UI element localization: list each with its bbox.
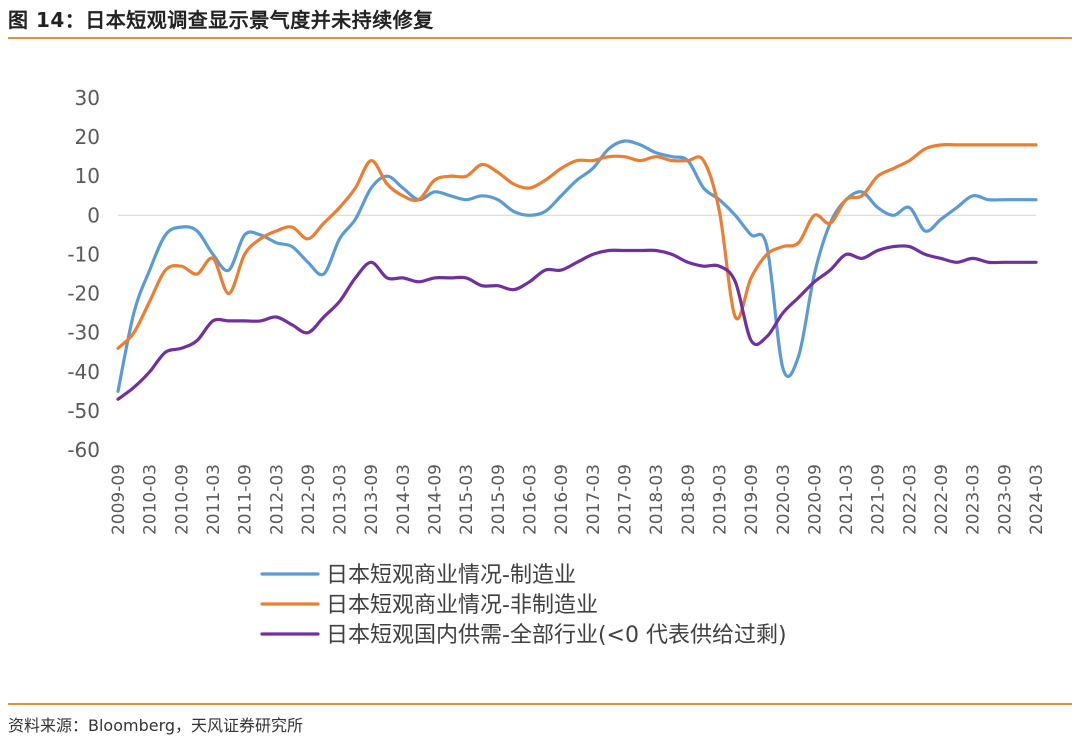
legend-label: 日本短观商业情况-制造业	[326, 563, 576, 588]
figure-title: 图 14：日本短观调查显示景气度并未持续修复	[8, 8, 434, 32]
y-tick-label: -50	[67, 399, 100, 423]
series-lines	[116, 139, 1038, 401]
legend-label: 日本短观国内供需-全部行业(<0 代表供给过剩)	[326, 623, 787, 648]
x-tick-label: 2019-03	[710, 464, 730, 535]
x-tick-label: 2010-09	[172, 464, 192, 535]
x-tick-label: 2013-03	[331, 464, 351, 535]
x-tick-label: 2012-03	[267, 464, 287, 535]
y-axis: 30 20 10 0 -10 -20 -30 -40 -50 -60	[67, 86, 100, 462]
x-tick-label: 2021-03	[837, 464, 857, 535]
x-tick-label: 2023-03	[964, 464, 984, 535]
x-tick-label: 2021-09	[869, 464, 889, 535]
x-tick-label: 2011-09	[236, 464, 256, 535]
x-tick-label: 2014-03	[394, 464, 414, 535]
x-tick-label: 2015-03	[457, 464, 477, 535]
x-tick-label: 2012-09	[299, 464, 319, 535]
line-chart: 30 20 10 0 -10 -20 -30 -40 -50 -60 2009-09 2010-03…	[67, 86, 1047, 648]
y-tick-label: 20	[75, 125, 100, 149]
footer-divider	[8, 703, 1072, 705]
y-tick-label: -10	[67, 242, 100, 266]
legend-item-supply-demand: 日本短观国内供需-全部行业(<0 代表供给过剩)	[260, 623, 787, 648]
x-tick-label: 2018-09	[679, 464, 699, 535]
x-axis: 2009-09 2010-03 2010-09 2011-03 2011-09 2012-…	[109, 464, 1047, 535]
x-tick-label: 2015-09	[489, 464, 509, 535]
legend: 日本短观商业情况-制造业日本短观商业情况-非制造业日本短观国内供需-全部行业(<…	[260, 563, 787, 648]
x-tick-label: 2020-03	[774, 464, 794, 535]
x-tick-label: 2023-09	[995, 464, 1015, 535]
x-tick-label: 2022-03	[900, 464, 920, 535]
source-note: 资料来源：Bloomberg，天风证券研究所	[8, 716, 304, 735]
y-tick-label: 30	[75, 86, 100, 110]
x-tick-label: 2020-09	[805, 464, 825, 535]
x-tick-label: 2016-03	[521, 464, 541, 535]
x-tick-label: 2016-09	[552, 464, 572, 535]
legend-item-non-manufacturing: 日本短观商业情况-非制造业	[260, 593, 598, 618]
x-tick-label: 2017-09	[615, 464, 635, 535]
x-tick-label: 2010-03	[141, 464, 161, 535]
x-tick-label: 2024-03	[1027, 464, 1047, 535]
y-tick-label: 0	[87, 203, 100, 227]
x-tick-label: 2009-09	[109, 464, 129, 535]
manufacturing-line	[116, 139, 1038, 393]
x-tick-label: 2022-09	[932, 464, 952, 535]
supply-demand-line	[116, 244, 1038, 401]
y-tick-label: -60	[67, 438, 100, 462]
y-tick-label: 10	[75, 164, 100, 188]
y-tick-label: -30	[67, 321, 100, 345]
legend-label: 日本短观商业情况-非制造业	[326, 593, 598, 618]
x-tick-label: 2011-03	[204, 464, 224, 535]
x-tick-label: 2019-09	[742, 464, 762, 535]
x-tick-label: 2013-09	[362, 464, 382, 535]
y-tick-label: -40	[67, 360, 100, 384]
x-tick-label: 2017-03	[584, 464, 604, 535]
x-tick-label: 2018-03	[647, 464, 667, 535]
legend-item-manufacturing: 日本短观商业情况-制造业	[260, 563, 576, 588]
y-tick-label: -20	[67, 282, 100, 306]
non-manufacturing-line	[116, 143, 1038, 350]
title-divider	[8, 37, 1072, 39]
x-tick-label: 2014-09	[426, 464, 446, 535]
